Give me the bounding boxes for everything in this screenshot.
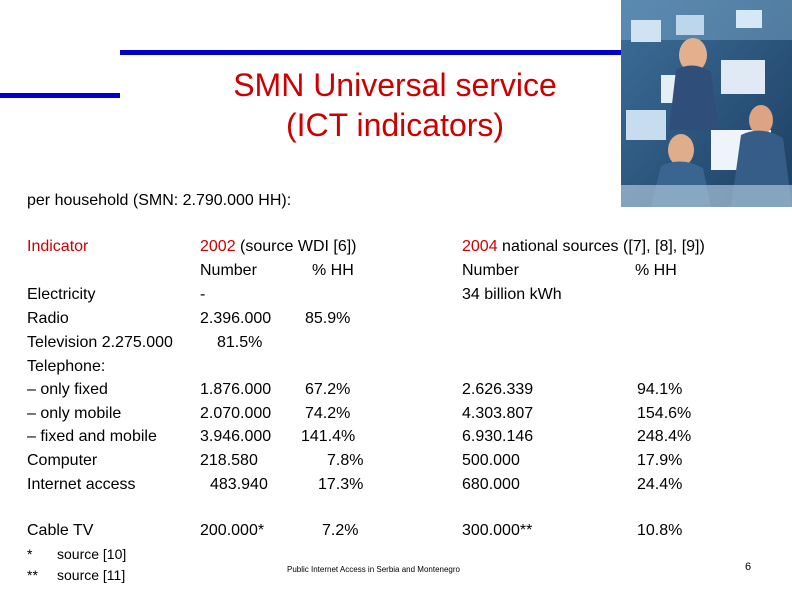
cable-tv-label: Cable TV (27, 522, 94, 539)
internet-number-2002: 483.940 (210, 476, 268, 493)
only-fixed-pct-2004: 94.1% (637, 381, 683, 398)
electricity-2002: - (200, 286, 206, 303)
fixed-mobile-label: – fixed and mobile (27, 428, 157, 445)
footnote-1-mark: * (27, 546, 33, 562)
year-2002: 2002 (200, 238, 236, 255)
television-label: Television 2.275.000 (27, 334, 173, 351)
decorative-bar-left (0, 93, 120, 98)
computer-number-2004: 500.000 (462, 452, 520, 469)
only-fixed-label: – only fixed (27, 381, 108, 398)
title-line-2: (ICT indicators) (285, 107, 505, 143)
footnote-1-text: source [10] (57, 546, 127, 562)
internet-pct-2004: 24.4% (637, 476, 683, 493)
cable-tv-pct-2002: 7.2% (322, 522, 359, 539)
footer-text: Public Internet Access in Serbia and Mon… (287, 565, 460, 574)
pct-header-2002: % HH (312, 262, 354, 279)
footnote-2-mark: ** (27, 567, 38, 583)
source-2004: national sources ([7], [8], [9]) (497, 238, 705, 255)
title-line-1: SMN Universal service (233, 67, 557, 103)
only-mobile-pct-2002: 74.2% (305, 405, 351, 422)
header-2004: 2004 national sources ([7], [8], [9]) (462, 235, 705, 259)
call-center-photo (621, 0, 792, 207)
internet-pct-2002: 17.3% (318, 476, 364, 493)
electricity-2004: 34 billion kWh (462, 286, 562, 303)
computer-number-2002: 218.580 (200, 452, 258, 469)
decorative-bar-top (120, 50, 625, 55)
page-number: 6 (745, 561, 752, 573)
only-mobile-number-2004: 4.303.807 (462, 405, 534, 422)
footnote-2-text: source [11] (57, 567, 126, 583)
households-subtitle: per household (SMN: 2.790.000 HH): (27, 192, 292, 209)
year-2004: 2004 (462, 238, 498, 255)
only-fixed-number-2004: 2.626.339 (462, 381, 534, 398)
radio-pct-2002: 85.9% (305, 310, 351, 327)
number-header-2002: Number (200, 262, 257, 279)
electricity-label: Electricity (27, 286, 96, 303)
cable-tv-number-2004: 300.000** (462, 522, 533, 539)
cable-tv-pct-2004: 10.8% (637, 522, 683, 539)
computer-pct-2002: 7.8% (327, 452, 364, 469)
radio-label: Radio (27, 310, 69, 327)
pct-header-2004: % HH (635, 262, 677, 279)
internet-number-2004: 680.000 (462, 476, 520, 493)
fixed-mobile-number-2004: 6.930.146 (462, 428, 534, 445)
only-mobile-label: – only mobile (27, 405, 122, 422)
only-mobile-number-2002: 2.070.000 (200, 405, 272, 422)
header-2002: 2002 (source WDI [6]) (200, 235, 357, 259)
slide-title: SMN Universal service (ICT indicators) (150, 65, 640, 145)
telephone-label: Telephone: (27, 358, 106, 375)
only-fixed-pct-2002: 67.2% (305, 381, 351, 398)
cable-tv-number-2002: 200.000* (200, 522, 265, 539)
internet-label: Internet access (27, 476, 136, 493)
number-header-2004: Number (462, 262, 519, 279)
computer-label: Computer (27, 452, 98, 469)
fixed-mobile-pct-2002: 141.4% (301, 428, 356, 445)
radio-number-2002: 2.396.000 (200, 310, 272, 327)
fixed-mobile-pct-2004: 248.4% (637, 428, 692, 445)
only-mobile-pct-2004: 154.6% (637, 405, 692, 422)
call-center-image (621, 0, 792, 207)
source-2002: (source WDI [6]) (235, 238, 357, 255)
indicator-header: Indicator (27, 238, 89, 255)
computer-pct-2004: 17.9% (637, 452, 683, 469)
fixed-mobile-number-2002: 3.946.000 (200, 428, 272, 445)
only-fixed-number-2002: 1.876.000 (200, 381, 272, 398)
television-pct-2002: 81.5% (217, 334, 263, 351)
